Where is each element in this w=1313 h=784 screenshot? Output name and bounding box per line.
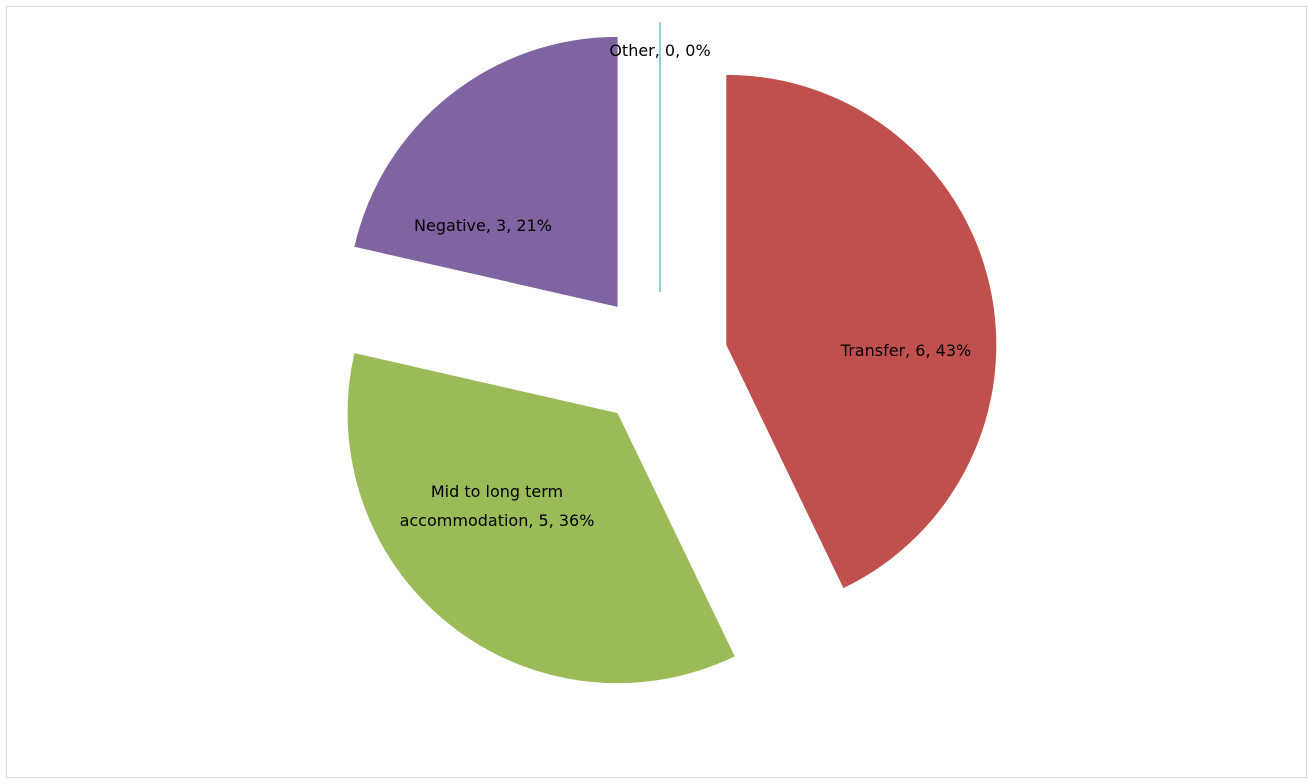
slice-label-mid-to-long-term-line-2: accommodation, 5, 36% xyxy=(400,511,595,530)
pie-slice-transfer xyxy=(726,74,997,589)
pie-labels: Other, 0, 0% Negative, 3, 21% Transfer, … xyxy=(400,41,972,530)
slice-label-negative: Negative, 3, 21% xyxy=(414,216,552,235)
slice-label-transfer: Transfer, 6, 43% xyxy=(840,341,971,360)
slice-label-mid-to-long-term-line-1: Mid to long term xyxy=(431,482,563,501)
pie-slices xyxy=(347,22,997,684)
pie-slice-negative xyxy=(354,36,618,307)
slice-label-other: Other, 0, 0% xyxy=(609,41,710,60)
pie-slice-mid-to-long-term-accommodation xyxy=(347,353,735,684)
